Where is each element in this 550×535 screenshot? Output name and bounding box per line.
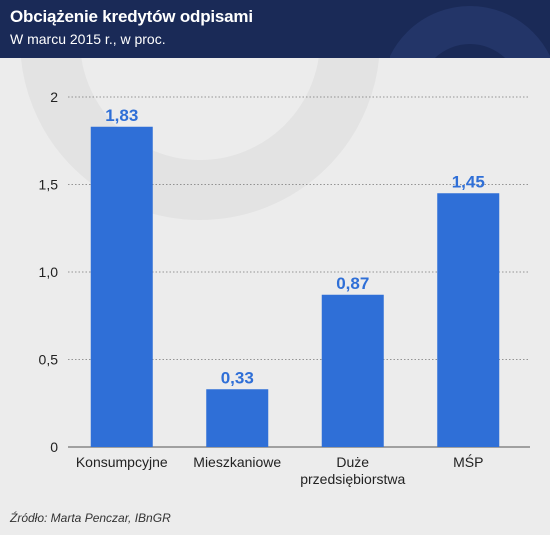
bar-value-label: 0,87 (336, 274, 369, 293)
chart-subtitle: W marcu 2015 r., w proc. (10, 31, 166, 47)
bar (206, 389, 269, 447)
bar-chart: 1,83 0,33 0,87 1,45 0 0,5 1,0 1,5 2 Konsumpcyjn… (20, 0, 530, 487)
bar (90, 126, 153, 447)
chart-title: Obciążenie kredytów odpisami (10, 7, 253, 26)
y-tick-label: 0,5 (39, 352, 59, 368)
x-category-label: Duże (336, 454, 369, 470)
bar-value-label: 1,83 (105, 106, 138, 125)
x-category-label: Mieszkaniowe (193, 454, 281, 470)
y-tick-label: 2 (50, 89, 58, 105)
x-category-label: przedsiębiorstwa (300, 471, 405, 487)
bar-value-label: 0,33 (221, 368, 254, 387)
chart-area: 1,83 0,33 0,87 1,45 0 0,5 1,0 1,5 2 Konsumpcyjn… (0, 0, 550, 498)
bar-value-label: 1,45 (452, 172, 485, 191)
bar (437, 193, 500, 447)
bar (321, 294, 384, 447)
y-tick-label: 1,5 (39, 177, 59, 193)
x-category-label: Konsumpcyjne (76, 454, 168, 470)
chart-header: Obciążenie kredytów odpisami W marcu 201… (0, 0, 550, 58)
y-tick-label: 0 (50, 439, 58, 455)
source-note: Źródło: Marta Penczar, IBnGR (10, 511, 171, 525)
y-tick-label: 1,0 (39, 264, 59, 280)
x-category-label: MŚP (453, 453, 483, 470)
header-decoration-icon (390, 6, 550, 58)
